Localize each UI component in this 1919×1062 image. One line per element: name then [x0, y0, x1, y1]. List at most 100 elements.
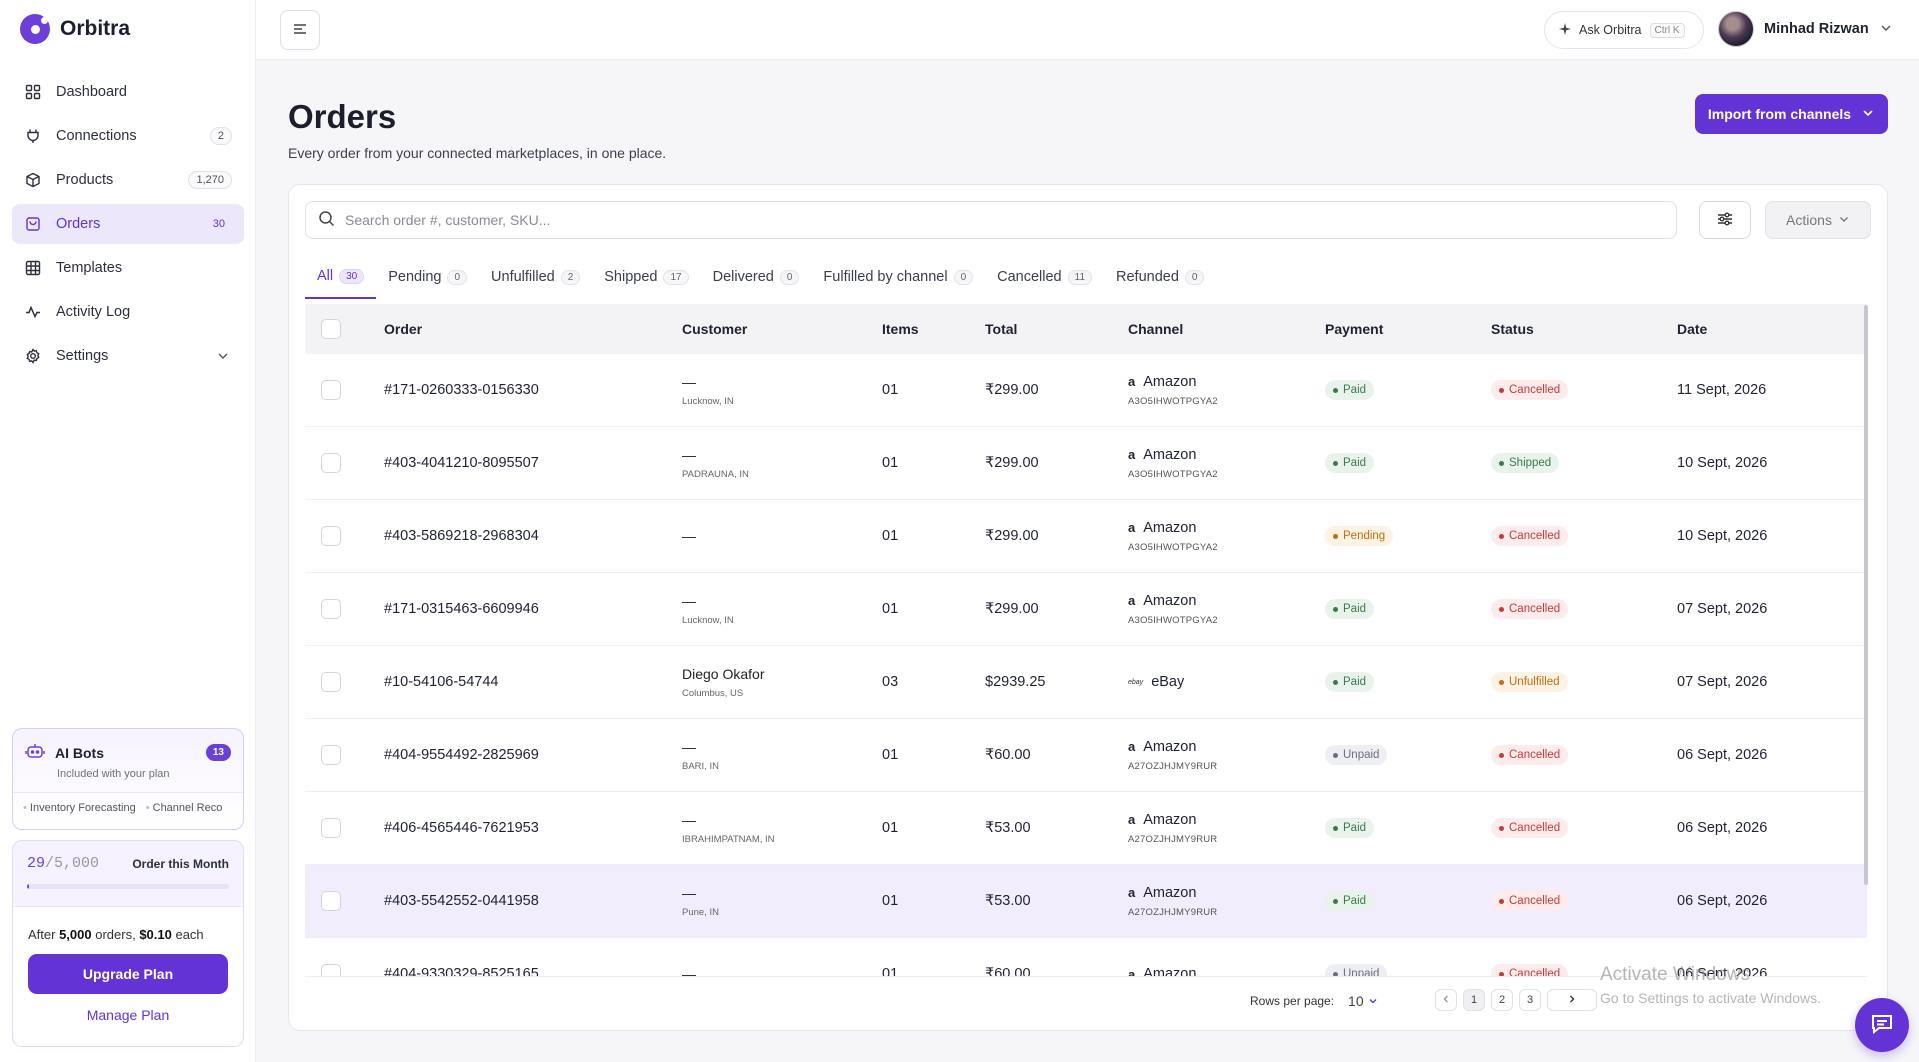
table-row[interactable]: #171-0260333-0156330 — Lucknow, IN 01 ₹299.0… — [305, 354, 1867, 427]
table-row[interactable]: #404-9330329-8525165 — 01 ₹60.00 a Amazon Unpa… — [305, 938, 1867, 976]
page-button[interactable]: 1 — [1463, 989, 1485, 1011]
status-tabs: All 30 Pending 0 Unfulfilled 2 Shipped 17 De… — [305, 255, 1216, 299]
table-row[interactable]: #10-54106-54744 Diego Okafor Columbus, US 0… — [305, 646, 1867, 719]
column-header[interactable]: Items — [882, 321, 919, 337]
sidebar-item-settings[interactable]: Settings — [12, 336, 244, 376]
tab-unfulfilled[interactable]: Unfulfilled 2 — [479, 255, 592, 299]
order-number[interactable]: #404-9330329-8525165 — [384, 966, 539, 976]
actions-button[interactable]: Actions — [1765, 201, 1871, 239]
sidebar-item-products[interactable]: Products 1,270 — [12, 160, 244, 200]
channel-id: A3O5IHWOTPGYA2 — [1128, 614, 1218, 626]
row-checkbox[interactable] — [321, 964, 341, 976]
table-row[interactable]: #403-4041210-8095507 — PADRAUNA, IN 01 ₹299.… — [305, 427, 1867, 500]
row-checkbox[interactable] — [321, 745, 341, 765]
customer-name: — — [682, 811, 696, 828]
column-header[interactable]: Status — [1491, 321, 1534, 337]
rows-per-page-select[interactable]: 10 — [1348, 993, 1377, 1009]
import-from-channels-button[interactable]: Import from channels — [1695, 94, 1888, 134]
user-menu[interactable]: Minhad Rizwan — [1718, 11, 1893, 47]
order-number[interactable]: #403-5542552-0441958 — [384, 893, 539, 909]
tab-refunded[interactable]: Refunded 0 — [1104, 255, 1216, 299]
row-checkbox[interactable] — [321, 380, 341, 400]
sidebar-item-templates[interactable]: Templates — [12, 248, 244, 288]
tab-all[interactable]: All 30 — [305, 255, 377, 299]
sidebar-item-activity-log[interactable]: Activity Log — [12, 292, 244, 332]
customer-cell: — — [682, 966, 882, 976]
filter-button[interactable] — [1699, 201, 1751, 239]
menu-toggle-button[interactable] — [280, 10, 320, 50]
table-scrollbar[interactable] — [1864, 305, 1868, 885]
order-number[interactable]: #404-9554492-2825969 — [384, 747, 539, 763]
tab-delivered[interactable]: Delivered 0 — [701, 255, 812, 299]
table-row[interactable]: #404-9554492-2825969 — BARI, IN 01 ₹60.00 a Am… — [305, 719, 1867, 792]
row-checkbox[interactable] — [321, 818, 341, 838]
bot-tag[interactable]: Inventory Forecasting — [23, 802, 136, 814]
ask-orbitra-button[interactable]: Ask Orbitra Ctrl K — [1544, 11, 1704, 49]
column-header[interactable]: Total — [985, 321, 1018, 337]
order-number[interactable]: #403-4041210-8095507 — [384, 455, 539, 471]
order-number[interactable]: #171-0260333-0156330 — [384, 382, 539, 398]
sidebar-item-connections[interactable]: Connections 2 — [12, 116, 244, 156]
column-header[interactable]: Channel — [1128, 321, 1184, 337]
robot-icon — [25, 741, 45, 764]
row-checkbox[interactable] — [321, 599, 341, 619]
channel-id: A3O5IHWOTPGYA2 — [1128, 541, 1218, 553]
tab-cancelled[interactable]: Cancelled 11 — [985, 255, 1104, 299]
amazon-icon: a — [1128, 966, 1136, 977]
search-box[interactable] — [305, 201, 1677, 239]
column-header[interactable]: Customer — [682, 321, 748, 337]
order-number[interactable]: #406-4565446-7621953 — [384, 820, 539, 836]
sidebar-item-dashboard[interactable]: Dashboard — [12, 72, 244, 112]
status-badge: Cancelled — [1491, 745, 1569, 765]
page-button[interactable]: 3 — [1519, 989, 1541, 1011]
status-badge: Shipped — [1491, 453, 1560, 473]
activity-icon — [24, 303, 42, 321]
ai-bots-tags: Inventory Forecasting Channel Reco — [13, 793, 243, 823]
table-row[interactable]: #403-5542552-0441958 — Pune, IN 01 ₹53.00 a Am… — [305, 865, 1867, 938]
tab-fulfilled-by-channel[interactable]: Fulfilled by channel 0 — [811, 255, 985, 299]
tab-shipped[interactable]: Shipped 17 — [592, 255, 700, 299]
table-row[interactable]: #403-5869218-2968304 — 01 ₹299.00 a Amazon A3O… — [305, 500, 1867, 573]
chevron-down-icon — [214, 347, 232, 365]
tab-pending[interactable]: Pending 0 — [376, 255, 479, 299]
manage-plan-link[interactable]: Manage Plan — [86, 1007, 170, 1023]
order-date: 10 Sept, 2026 — [1677, 455, 1768, 471]
row-checkbox[interactable] — [321, 891, 341, 911]
upgrade-plan-button[interactable]: Upgrade Plan — [28, 954, 228, 994]
column-header[interactable]: Order — [384, 321, 423, 337]
table-row[interactable]: #171-0315463-6609946 — Lucknow, IN 01 ₹299.0… — [305, 573, 1867, 646]
row-checkbox[interactable] — [321, 453, 341, 473]
next-page-button[interactable] — [1547, 989, 1597, 1011]
chat-button[interactable] — [1855, 998, 1909, 1052]
page-button[interactable]: 2 — [1491, 989, 1513, 1011]
windows-watermark: Activate Windows Go to Settings to activ… — [1600, 964, 1821, 1006]
table-header: Order Customer Items Total Channel Payme… — [305, 304, 1867, 354]
row-checkbox[interactable] — [321, 526, 341, 546]
order-number[interactable]: #171-0315463-6609946 — [384, 601, 539, 617]
brand[interactable]: Orbitra — [20, 14, 130, 44]
order-number[interactable]: #10-54106-54744 — [384, 674, 499, 690]
prev-page-button[interactable] — [1435, 989, 1457, 1011]
ai-bots-card[interactable]: AI Bots 13 Included with your plan Inven… — [12, 728, 244, 830]
column-header[interactable]: Payment — [1325, 321, 1384, 337]
channel-id: A27OZJHJMY9RUR — [1128, 760, 1218, 772]
bot-tag[interactable]: Channel Reco — [146, 802, 223, 814]
column-header[interactable]: Date — [1677, 321, 1708, 337]
search-input[interactable] — [345, 212, 1664, 228]
items-count: 03 — [882, 674, 899, 690]
sidebar-item-label: Connections — [56, 128, 137, 144]
user-name: Minhad Rizwan — [1764, 21, 1869, 37]
box-icon — [24, 171, 42, 189]
channel-cell: ebay eBay — [1128, 674, 1325, 690]
order-total: ₹53.00 — [985, 820, 1031, 836]
order-number[interactable]: #403-5869218-2968304 — [384, 528, 539, 544]
sidebar-item-orders[interactable]: Orders 30 — [12, 204, 244, 244]
items-count: 01 — [882, 601, 899, 617]
select-all-checkbox[interactable] — [321, 319, 341, 339]
customer-name: — — [682, 884, 696, 901]
items-count: 01 — [882, 382, 899, 398]
table-row[interactable]: #406-4565446-7621953 — IBRAHIMPATNAM, IN 01… — [305, 792, 1867, 865]
nav-badge: 2 — [209, 127, 232, 145]
row-checkbox[interactable] — [321, 672, 341, 692]
customer-cell: — IBRAHIMPATNAM, IN — [682, 812, 882, 845]
